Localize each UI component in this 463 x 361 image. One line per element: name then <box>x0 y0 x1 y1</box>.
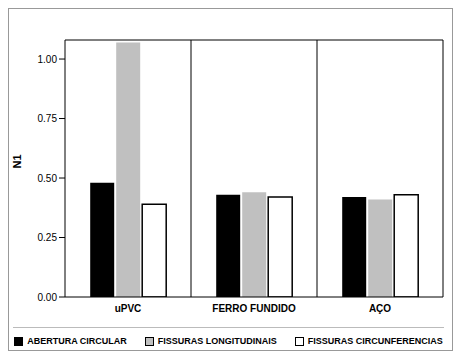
svg-text:1.00: 1.00 <box>38 54 58 65</box>
svg-text:N1: N1 <box>11 154 23 168</box>
html-text:FISSURAS CIRCUNFERENCIAS: FISSURAS CIRCUNFERENCIAS <box>307 336 443 346</box>
html-text:ABERTURA CIRCULAR: ABERTURA CIRCULAR <box>27 336 127 346</box>
svg-text:0.25: 0.25 <box>38 232 58 243</box>
svg-text:0.50: 0.50 <box>38 173 58 184</box>
svg-text:0.00: 0.00 <box>38 292 58 303</box>
svg-text:0.75: 0.75 <box>38 113 58 124</box>
svg-text:AÇO: AÇO <box>369 303 391 314</box>
html-text:FISSURAS LONGITUDINAIS: FISSURAS LONGITUDINAIS <box>157 336 277 346</box>
svg-text:uPVC: uPVC <box>115 303 142 314</box>
svg-text:FERRO FUNDIDO: FERRO FUNDIDO <box>212 303 296 314</box>
